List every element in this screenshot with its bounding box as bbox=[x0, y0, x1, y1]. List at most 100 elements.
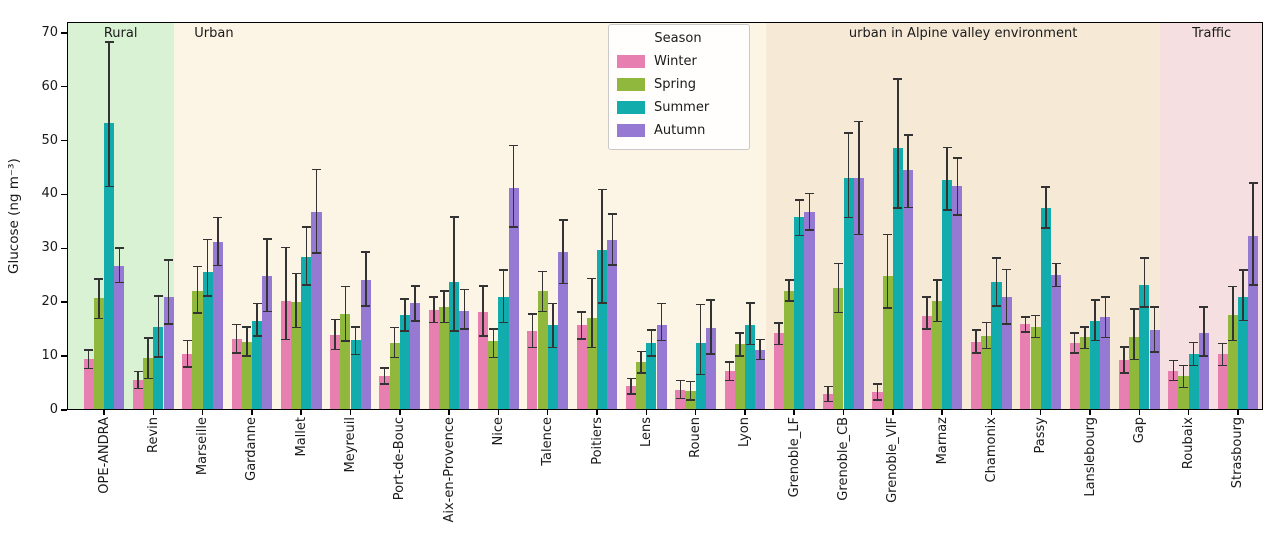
x-tick-label: Marseille bbox=[195, 417, 211, 476]
error-bar bbox=[147, 337, 149, 379]
bar-winter bbox=[379, 376, 390, 410]
error-bar bbox=[1252, 183, 1254, 285]
bar-summer bbox=[104, 123, 115, 410]
x-tick bbox=[694, 410, 697, 415]
x-tick-label: Mallet bbox=[293, 417, 309, 457]
error-bar bbox=[1133, 309, 1135, 360]
error-cap-top bbox=[1150, 306, 1160, 308]
bar-summer bbox=[1040, 207, 1051, 410]
bar-spring bbox=[784, 290, 795, 410]
x-tick-label: Grenoble_VIF bbox=[885, 417, 901, 503]
error-bar bbox=[482, 286, 484, 337]
y-tick bbox=[61, 409, 67, 411]
error-bar bbox=[926, 296, 928, 330]
error-bar bbox=[798, 199, 801, 236]
legend-swatch-spring bbox=[617, 78, 645, 91]
error-cap-top bbox=[400, 298, 410, 300]
error-cap-top bbox=[380, 367, 389, 369]
error-bar bbox=[689, 381, 692, 400]
error-cap-top bbox=[301, 226, 311, 228]
error-cap-top bbox=[1248, 182, 1258, 184]
error-cap-top bbox=[488, 328, 498, 330]
bar-summer bbox=[744, 325, 756, 410]
bar-winter bbox=[132, 380, 144, 410]
error-cap-bottom bbox=[1080, 347, 1090, 350]
bar-winter bbox=[675, 389, 686, 410]
error-cap-bottom bbox=[833, 311, 843, 314]
y-tick-label: 40 bbox=[41, 186, 58, 202]
bar-autumn bbox=[114, 265, 125, 410]
error-bar bbox=[699, 304, 702, 375]
bar-winter bbox=[971, 341, 982, 410]
legend-entry: Spring bbox=[617, 73, 739, 96]
bar-autumn bbox=[459, 310, 470, 410]
region-label: urban in Alpine valley environment bbox=[848, 26, 1078, 41]
legend-title: Season bbox=[654, 31, 702, 46]
error-bar bbox=[443, 290, 445, 323]
bar-autumn bbox=[804, 212, 815, 410]
error-cap-bottom bbox=[252, 335, 262, 337]
legend: Season Winter Spring Summer Autumn bbox=[608, 24, 750, 150]
error-bar bbox=[266, 239, 268, 312]
error-cap-top bbox=[794, 199, 804, 201]
error-cap-top bbox=[992, 257, 1001, 259]
error-bar bbox=[414, 286, 416, 322]
error-bar bbox=[167, 260, 170, 324]
error-cap-bottom bbox=[1139, 306, 1149, 308]
error-bar bbox=[876, 384, 879, 400]
bar-winter bbox=[527, 330, 538, 410]
error-cap-bottom bbox=[1129, 358, 1139, 361]
bar-summer bbox=[301, 256, 312, 410]
error-cap-top bbox=[607, 213, 617, 215]
error-cap-top bbox=[1199, 306, 1209, 308]
error-cap-bottom bbox=[932, 320, 942, 323]
bar-autumn bbox=[311, 212, 322, 410]
error-cap-top bbox=[577, 311, 587, 313]
error-cap-bottom bbox=[509, 226, 519, 228]
error-cap-top bbox=[1168, 359, 1178, 362]
error-cap-top bbox=[735, 332, 745, 334]
x-tick-label: Gardanne bbox=[244, 417, 260, 481]
y-tick-label: 30 bbox=[41, 240, 58, 256]
error-bar bbox=[383, 367, 386, 385]
error-bar bbox=[157, 295, 160, 358]
error-cap-top bbox=[1228, 285, 1238, 288]
bar-summer bbox=[597, 250, 608, 410]
error-bar bbox=[196, 266, 199, 313]
error-cap-top bbox=[1139, 257, 1149, 259]
error-cap-top bbox=[587, 277, 597, 280]
error-cap-top bbox=[833, 262, 843, 265]
bar-winter bbox=[1118, 360, 1130, 410]
error-cap-top bbox=[361, 251, 371, 253]
error-cap-top bbox=[143, 337, 153, 339]
x-tick bbox=[152, 410, 155, 415]
error-cap-bottom bbox=[242, 355, 252, 357]
error-cap-top bbox=[657, 302, 667, 305]
error-bar bbox=[108, 41, 110, 187]
x-tick bbox=[941, 410, 943, 415]
x-tick bbox=[546, 410, 549, 415]
error-cap-bottom bbox=[1248, 284, 1258, 286]
error-cap-top bbox=[499, 269, 508, 271]
error-cap-bottom bbox=[143, 377, 153, 380]
bar-summer bbox=[843, 177, 854, 410]
error-cap-top bbox=[252, 302, 262, 305]
error-cap-bottom bbox=[1238, 319, 1248, 322]
bar-winter bbox=[478, 312, 489, 410]
error-bar bbox=[562, 219, 564, 284]
bar-summer bbox=[498, 296, 509, 410]
legend-swatch-summer bbox=[617, 101, 645, 114]
error-cap-top bbox=[351, 326, 361, 328]
error-cap-top bbox=[548, 302, 558, 305]
error-bar bbox=[502, 269, 505, 323]
error-cap-top bbox=[390, 326, 400, 329]
bar-spring bbox=[882, 275, 893, 410]
error-cap-top bbox=[823, 385, 833, 388]
bar-spring bbox=[93, 297, 104, 410]
error-cap-top bbox=[854, 120, 864, 123]
error-bar bbox=[1232, 286, 1234, 341]
bar-autumn bbox=[212, 242, 223, 410]
bar-spring bbox=[586, 318, 597, 410]
error-bar bbox=[650, 330, 653, 357]
